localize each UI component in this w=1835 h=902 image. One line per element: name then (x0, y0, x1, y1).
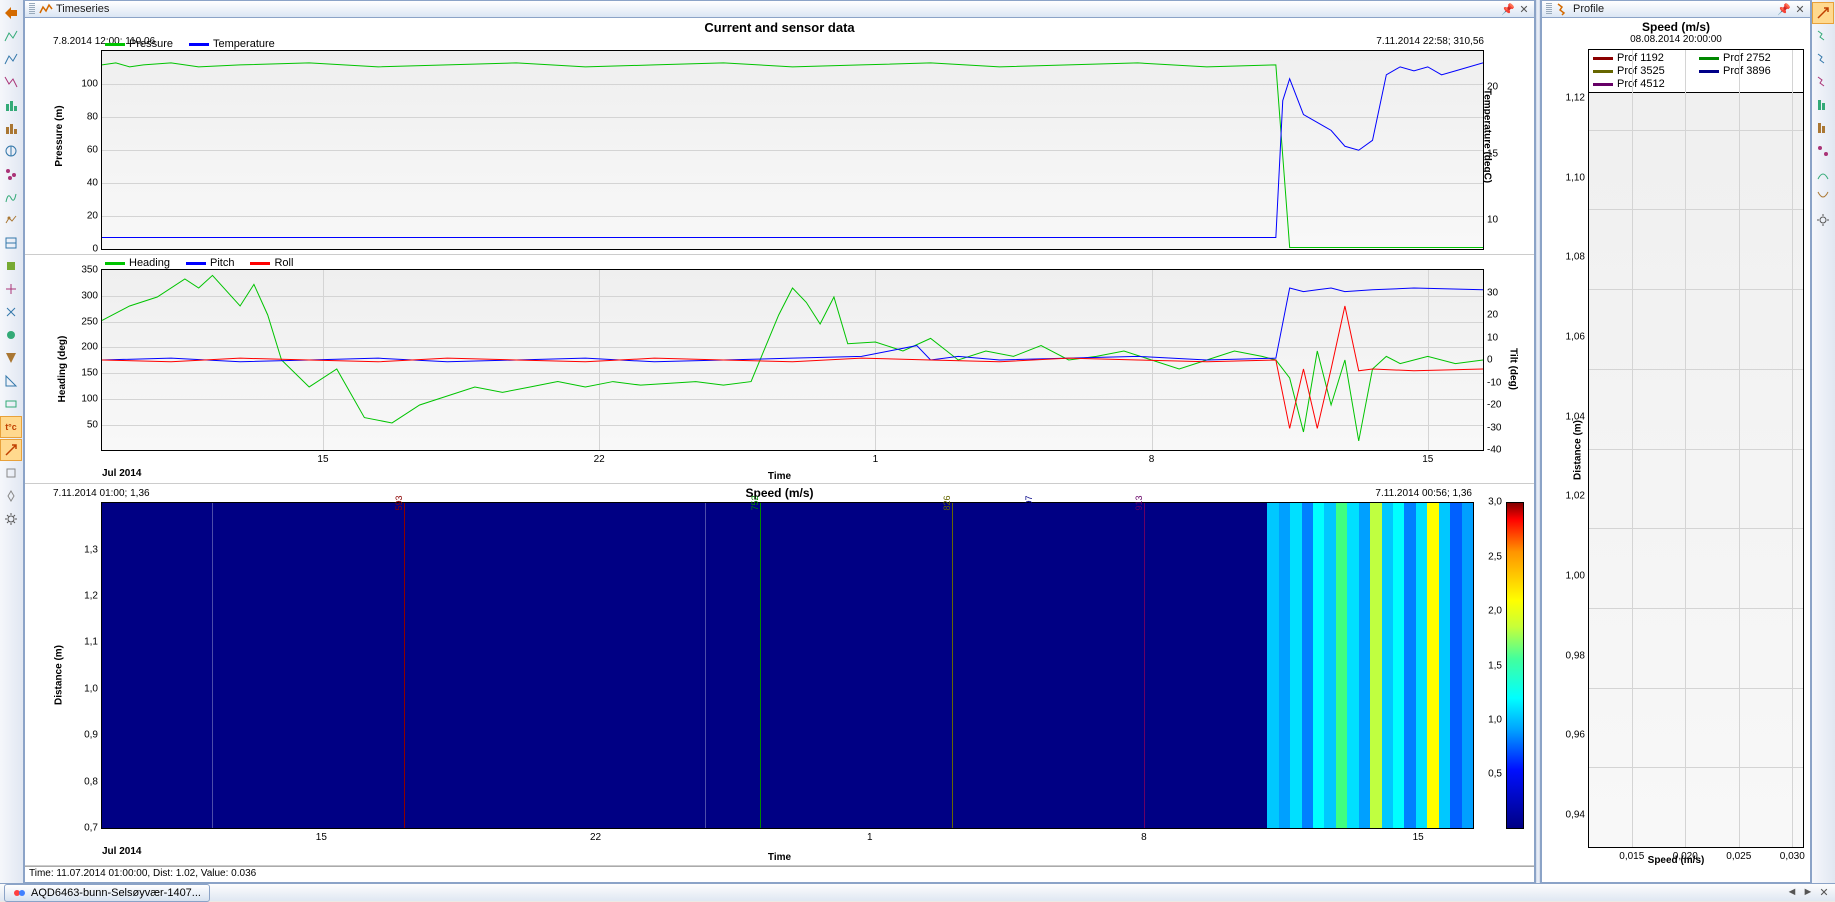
profile-plot[interactable]: Prof 1192 Prof 2752 Prof 3525 Prof 3896 … (1588, 49, 1804, 848)
profile-header[interactable]: Profile 📌 ✕ (1541, 0, 1811, 18)
tool-15-icon[interactable] (0, 324, 22, 346)
timeseries-title: Timeseries (56, 3, 109, 15)
chart-heading-tilt: Heading Pitch Roll Heading (deg) Tilt (d… (25, 255, 1534, 484)
tool-17-icon[interactable] (0, 370, 22, 392)
rtool-gear-icon[interactable] (1812, 209, 1834, 231)
right-toolbar (1811, 0, 1835, 883)
tool-8-icon[interactable] (0, 163, 22, 185)
footer-bar: AQD6463-bunn-Selsøyvær-1407... ◄ ► ✕ (0, 883, 1835, 901)
contour-colored-region (1267, 503, 1473, 828)
rtool-9-icon[interactable] (1812, 186, 1834, 208)
footer-left-icon[interactable]: ◄ (1785, 886, 1799, 899)
footer-close-icon[interactable]: ✕ (1817, 886, 1831, 899)
rtool-7-icon[interactable] (1812, 140, 1834, 162)
chart2-y-left: Heading (deg) (57, 336, 68, 403)
grip-icon[interactable] (1546, 3, 1552, 15)
footer-tab[interactable]: AQD6463-bunn-Selsøyvær-1407... (4, 884, 210, 902)
rtool-4-icon[interactable] (1812, 71, 1834, 93)
tool-tc-icon[interactable]: t°c (0, 416, 22, 438)
tool-6-icon[interactable] (0, 117, 22, 139)
chart-speed-contour: 7.11.2014 01:00; 1,36 Speed (m/s) 7.11.2… (25, 484, 1534, 866)
profile-legend: Prof 1192 Prof 2752 Prof 3525 Prof 3896 … (1589, 50, 1803, 93)
tool-gear-icon[interactable] (0, 508, 22, 530)
grip-icon[interactable] (29, 3, 35, 15)
profile-chart-subtitle: 08.08.2014 20:00:00 (1542, 34, 1810, 45)
pin-icon[interactable]: 📌 (1776, 2, 1792, 16)
status-bar: Time: 11.07.2014 01:00:00, Dist: 1.02, V… (25, 866, 1534, 882)
rtool-1-icon[interactable] (1812, 2, 1834, 24)
rtool-3-icon[interactable] (1812, 48, 1834, 70)
rtool-6-icon[interactable] (1812, 117, 1834, 139)
tool-arrow-icon[interactable] (0, 439, 22, 461)
rtool-2-icon[interactable] (1812, 25, 1834, 47)
timeseries-icon (39, 2, 53, 16)
tool-19-icon[interactable] (0, 462, 22, 484)
timeseries-header[interactable]: Timeseries 📌 ✕ (24, 0, 1535, 18)
chart2-legend: Heading Pitch Roll (105, 257, 293, 269)
left-toolbar: t°c (0, 0, 24, 883)
chart1-title: Current and sensor data (704, 20, 854, 35)
close-icon[interactable]: ✕ (1792, 2, 1808, 16)
tool-7-icon[interactable] (0, 140, 22, 162)
rtool-8-icon[interactable] (1812, 163, 1834, 185)
chart2-x-label: Time (768, 471, 791, 482)
chart2-plot[interactable]: 50 100 150 200 250 300 350 -40 -30 -20 -… (101, 269, 1484, 451)
tool-3-icon[interactable] (0, 48, 22, 70)
chart1-y-left: Pressure (m) (54, 106, 65, 167)
chart1-plot[interactable]: 0 20 40 60 80 100 10 15 20 (101, 50, 1484, 250)
profile-chart-title: Speed (m/s) (1542, 20, 1810, 34)
tool-4-icon[interactable] (0, 71, 22, 93)
tool-2-icon[interactable] (0, 25, 22, 47)
chart1-legend: Pressure Temperature (105, 38, 275, 50)
timeseries-panel: Timeseries 📌 ✕ Current and sensor data 7… (24, 0, 1535, 883)
profile-y-label: Distance (m) (1573, 420, 1584, 480)
chart1-info-right: 7.11.2014 22:58; 310,56 (1376, 36, 1484, 47)
tool-18-icon[interactable] (0, 393, 22, 415)
chart3-y-label: Distance (m) (54, 645, 65, 705)
tool-16-icon[interactable] (0, 347, 22, 369)
tool-12-icon[interactable] (0, 255, 22, 277)
timeseries-body: Current and sensor data 7.8.2014 12:00; … (24, 18, 1535, 883)
pin-icon[interactable]: 📌 (1500, 2, 1516, 16)
chart3-info-left: 7.11.2014 01:00; 1,36 (53, 488, 150, 499)
profile-icon (1556, 2, 1570, 16)
close-icon[interactable]: ✕ (1516, 2, 1532, 16)
footer-tab-label: AQD6463-bunn-Selsøyvær-1407... (31, 887, 201, 899)
tool-11-icon[interactable] (0, 232, 22, 254)
chart-pressure-temp: Current and sensor data 7.8.2014 12:00; … (25, 18, 1534, 255)
footer-right-icon[interactable]: ► (1801, 886, 1815, 899)
colorbar (1506, 502, 1524, 829)
tool-13-icon[interactable] (0, 278, 22, 300)
tool-20-icon[interactable] (0, 485, 22, 507)
chart3-plot[interactable]: 0,7 0,8 0,9 1,0 1,1 1,2 1,3 15 22 1 8 15… (101, 502, 1474, 829)
rtool-5-icon[interactable] (1812, 94, 1834, 116)
chart3-info-right: 7.11.2014 00:56; 1,36 (1375, 488, 1472, 499)
tool-5-icon[interactable] (0, 94, 22, 116)
profile-panel: Profile 📌 ✕ Speed (m/s) 08.08.2014 20:00… (1541, 0, 1811, 883)
file-icon (13, 886, 27, 900)
tool-1-icon[interactable] (0, 2, 22, 24)
tool-9-icon[interactable] (0, 186, 22, 208)
chart2-y-right: Tilt (deg) (1507, 348, 1518, 390)
profile-title: Profile (1573, 3, 1604, 15)
tool-14-icon[interactable] (0, 301, 22, 323)
chart3-x-label: Time (768, 852, 791, 863)
tool-10-icon[interactable] (0, 209, 22, 231)
profile-body: Speed (m/s) 08.08.2014 20:00:00 Distance… (1541, 18, 1811, 883)
